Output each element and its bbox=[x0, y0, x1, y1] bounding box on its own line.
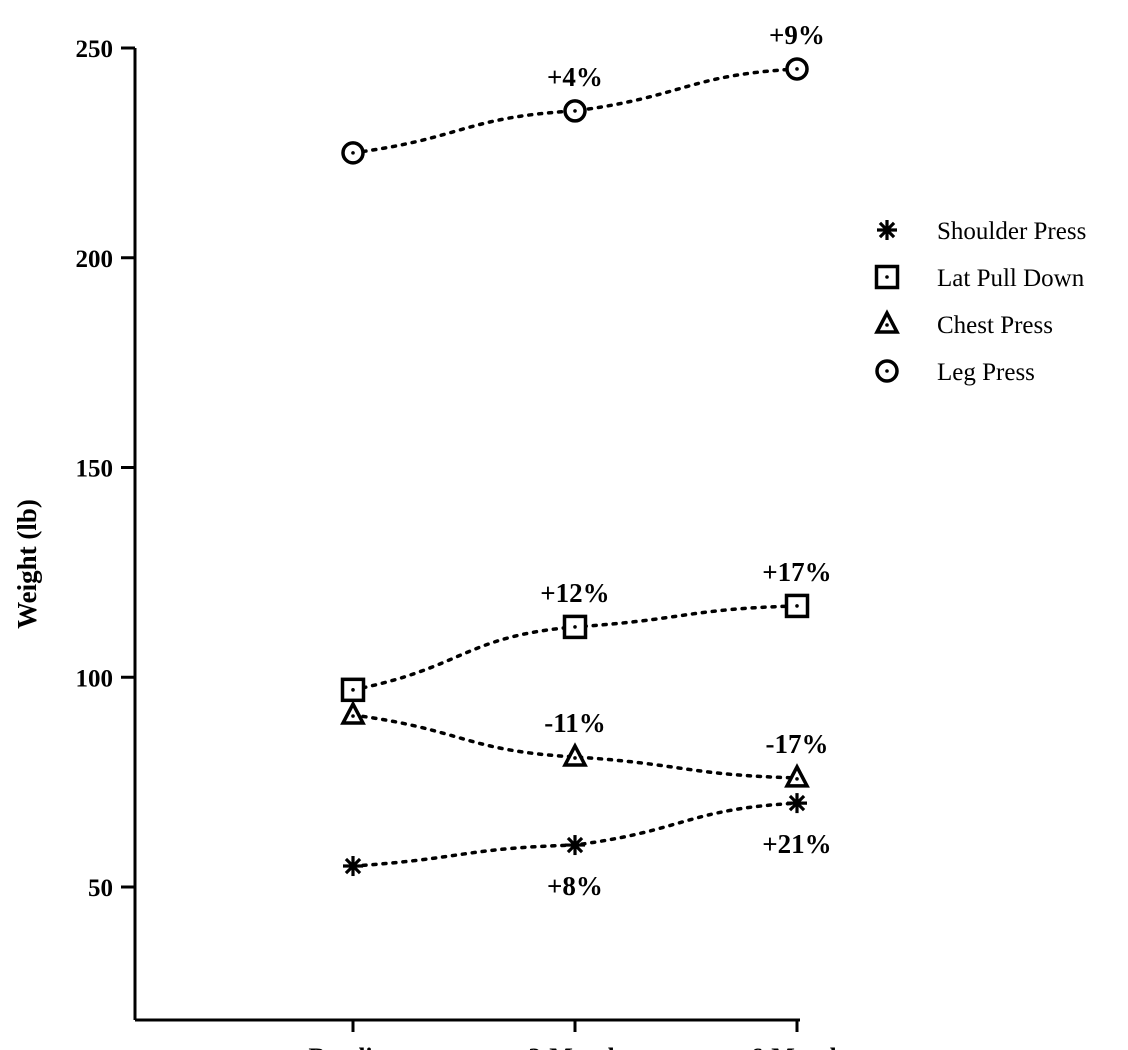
legend-label: Leg Press bbox=[937, 359, 1035, 386]
data-point-lat-pull-down-0 bbox=[340, 677, 366, 703]
axes: 50 100 150 200 250 Baseline 3-Month 6-Month Weig… bbox=[12, 36, 844, 1050]
percent-change-label: -11% bbox=[544, 708, 606, 738]
data-point-shoulder-press-0 bbox=[343, 856, 363, 877]
data-point-leg-press-2 bbox=[785, 57, 809, 81]
series-line-leg-press bbox=[351, 67, 799, 155]
data-point-chest-press-0 bbox=[340, 700, 366, 725]
series-line-chest-press bbox=[351, 713, 799, 780]
legend-marker-shoulder-press bbox=[877, 220, 897, 240]
y-tick-label: 100 bbox=[76, 665, 114, 692]
legend-label: Chest Press bbox=[937, 312, 1053, 339]
percent-change-label: +17% bbox=[762, 557, 831, 587]
y-tick-label: 150 bbox=[76, 456, 114, 483]
y-tick-label: 250 bbox=[76, 36, 114, 63]
legend-marker-leg-press bbox=[875, 359, 899, 383]
data-point-leg-press-0 bbox=[341, 141, 365, 165]
legend: Shoulder Press Lat Pull Down Chest Press Le… bbox=[874, 218, 1086, 386]
x-tick-label: Baseline bbox=[309, 1044, 398, 1050]
percent-change-label: +4% bbox=[547, 62, 603, 92]
data-point-chest-press-2 bbox=[784, 763, 810, 788]
x-tick-label: 3-Month bbox=[528, 1044, 621, 1050]
legend-marker-lat-pull-down bbox=[874, 264, 900, 290]
data-point-shoulder-press-2 bbox=[787, 793, 807, 814]
series-line-shoulder-press bbox=[351, 801, 799, 868]
percent-change-label: -17% bbox=[766, 729, 829, 759]
series-markers bbox=[340, 57, 810, 877]
y-tick-label: 200 bbox=[76, 246, 114, 273]
x-tick-label: 6-Month bbox=[750, 1044, 843, 1050]
data-point-shoulder-press-1 bbox=[565, 835, 585, 856]
data-point-chest-press-1 bbox=[562, 742, 588, 767]
percent-change-label: +21% bbox=[762, 829, 831, 859]
y-tick-label: 50 bbox=[88, 875, 113, 902]
legend-marker-chest-press bbox=[874, 309, 900, 334]
y-axis-title: Weight (lb) bbox=[12, 499, 42, 629]
percent-change-label: +12% bbox=[540, 578, 609, 608]
percent-change-label: +8% bbox=[547, 871, 603, 901]
percent-change-label: +9% bbox=[769, 20, 825, 50]
data-point-lat-pull-down-1 bbox=[562, 614, 588, 640]
legend-label: Lat Pull Down bbox=[937, 265, 1085, 292]
legend-label: Shoulder Press bbox=[937, 218, 1086, 245]
data-point-lat-pull-down-2 bbox=[784, 593, 810, 619]
annotations: +4% +9% +12% +17% -11% -17% +8% +21% bbox=[540, 20, 831, 901]
data-point-leg-press-1 bbox=[563, 99, 587, 123]
